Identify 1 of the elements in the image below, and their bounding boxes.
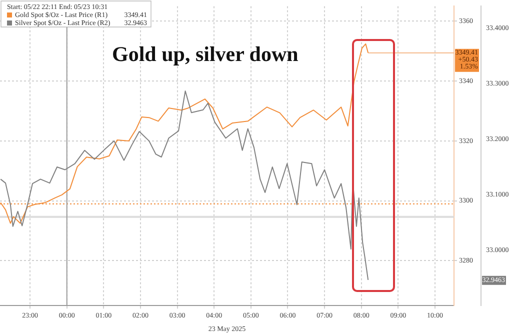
text: Gold up, silver down <box>112 42 299 66</box>
